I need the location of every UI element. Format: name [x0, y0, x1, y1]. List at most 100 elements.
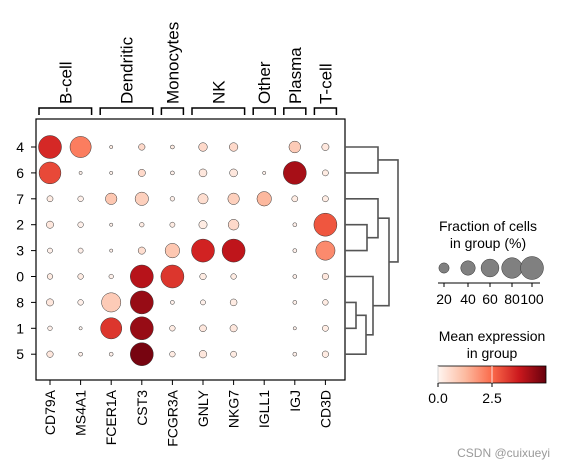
x-tick-label: IGLL1	[256, 390, 272, 428]
plot-frame	[35, 118, 346, 381]
dendrogram-branch	[345, 146, 379, 174]
dot-FCER1A-group-6	[109, 171, 114, 175]
dot-NKG7-group-3	[221, 238, 246, 263]
dot-FCER1A-group-2	[109, 222, 114, 227]
x-tick-label: GNLY	[195, 389, 211, 427]
dot-FCER1A-group-8	[101, 292, 122, 313]
x-tick-label: CD79A	[42, 389, 58, 435]
dot-MS4A1-group-5	[78, 351, 83, 357]
dot-GNLY-group-3	[191, 238, 215, 263]
dot-MS4A1-group-1	[78, 326, 83, 331]
dot-FCGR3A-group-6	[170, 170, 175, 176]
y-tick-label: 5	[16, 346, 24, 362]
color-legend: Mean expression in group 0.0 2.5	[428, 328, 547, 406]
dendrogram-branch	[345, 301, 357, 330]
size-legend-dot	[480, 258, 500, 278]
watermark-text: CSDN @cuixueyi	[457, 446, 550, 460]
dot-IGLL1-group-6	[262, 171, 267, 175]
dot-GNLY-group-6	[198, 168, 208, 178]
x-tick-label: FCER1A	[103, 389, 119, 445]
gene-group-brackets: B-cell Dendritic Monocytes NK Other Plasma T-c…	[38, 22, 338, 115]
bracket-T-cell	[313, 107, 338, 115]
dot-CST3-group-7	[134, 191, 149, 206]
dendrogram-branch	[345, 198, 379, 239]
dot-CD3D-group-8	[322, 299, 329, 306]
colorbar-tick-label: 0.0	[428, 390, 448, 406]
gene-group-label: B-cell	[56, 61, 75, 104]
bracket-Dendritic	[99, 107, 154, 115]
dot-FCER1A-group-5	[108, 351, 114, 357]
dot-CD79A-group-3	[47, 247, 53, 254]
dot-IGJ-group-0	[292, 274, 298, 279]
x-tick-label: FCGR3A	[164, 389, 180, 446]
dot-CD79A-group-6	[38, 161, 62, 185]
bracket-Plasma	[283, 107, 307, 115]
y-tick-label: 1	[16, 320, 24, 336]
dot-FCGR3A-group-1	[169, 325, 176, 332]
dot-CD3D-group-2	[313, 212, 338, 237]
dot-CD3D-group-7	[322, 195, 329, 203]
y-tick-label: 3	[16, 243, 24, 259]
dot-CD3D-group-0	[321, 273, 329, 280]
dot-GNLY-group-1	[199, 324, 207, 332]
dot-CST3-group-1	[130, 316, 154, 341]
dot-CST3-group-2	[139, 222, 145, 228]
dot-CST3-group-5	[130, 342, 154, 366]
dot-NKG7-group-6	[229, 168, 238, 178]
dot-GNLY-group-0	[199, 273, 207, 280]
bracket-NK	[191, 107, 246, 115]
dendrogram-branch	[345, 223, 368, 252]
dot-IGJ-group-2	[292, 222, 298, 227]
x-tick-label: NKG7	[226, 390, 242, 428]
y-tick-label: 7	[16, 191, 24, 207]
dot-IGLL1-group-7	[256, 191, 272, 207]
dot-FCER1A-group-7	[105, 192, 118, 205]
dot-FCGR3A-group-0	[160, 264, 185, 289]
gene-group-label: T-cell	[316, 63, 335, 104]
dot-CST3-group-4	[138, 143, 146, 151]
x-tick-label: CST3	[134, 390, 150, 426]
dot-GNLY-group-2	[198, 220, 208, 230]
dot-IGJ-group-6	[283, 161, 307, 185]
dendrogram-branch	[373, 217, 390, 307]
dot-CD79A-group-0	[46, 273, 54, 280]
dot-CST3-group-6	[137, 169, 146, 177]
dot-MS4A1-group-0	[77, 273, 84, 280]
y-tick-label: 6	[16, 165, 24, 181]
dot-MS4A1-group-3	[77, 247, 84, 254]
dot-CST3-group-3	[137, 246, 146, 255]
dot-MS4A1-group-2	[77, 221, 84, 228]
size-legend-dot	[520, 256, 544, 280]
y-tick-label: 2	[16, 217, 24, 233]
dot-CD3D-group-3	[315, 240, 336, 261]
bracket-Other	[252, 107, 276, 115]
dot-MS4A1-group-7	[77, 195, 84, 202]
size-legend: Fraction of cells in group (%) 20 40 60 80 1…	[436, 218, 544, 307]
dendrogram-branch	[345, 275, 374, 336]
dendrogram	[345, 146, 399, 355]
dot-NKG7-group-0	[230, 273, 237, 280]
size-legend-label: 20	[436, 291, 452, 307]
x-tick-label: IGJ	[287, 390, 303, 412]
dot-CD79A-group-8	[46, 298, 54, 307]
x-tick-label: MS4A1	[73, 390, 89, 436]
dot-CD79A-group-5	[46, 350, 54, 358]
gene-group-label: Other	[255, 61, 274, 104]
color-legend-title-line2: in group	[467, 345, 518, 361]
dot-FCGR3A-group-7	[169, 196, 175, 202]
dot-IGJ-group-7	[291, 195, 299, 203]
dot-IGJ-group-5	[292, 351, 298, 357]
dot-FCGR3A-group-8	[170, 300, 175, 305]
size-legend-label: 80	[504, 291, 520, 307]
size-legend-label: 40	[460, 291, 476, 307]
x-tick-label: CD3D	[317, 390, 333, 428]
dot-IGJ-group-1	[292, 326, 297, 331]
dot-GNLY-group-5	[198, 350, 208, 359]
dot-CST3-group-0	[130, 264, 154, 289]
dot-FCGR3A-group-2	[169, 221, 176, 228]
size-legend-dot	[438, 262, 450, 274]
dot-FCER1A-group-3	[109, 248, 114, 253]
dot-CD3D-group-1	[322, 325, 329, 332]
size-legend-title-line1: Fraction of cells	[439, 218, 537, 234]
dot-NKG7-group-2	[227, 219, 240, 231]
